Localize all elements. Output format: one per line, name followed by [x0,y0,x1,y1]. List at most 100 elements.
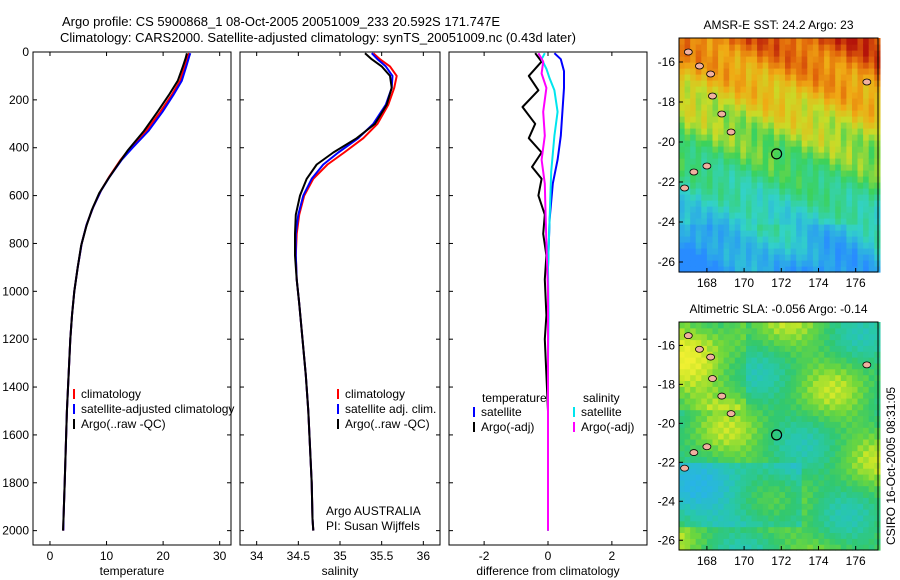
map-cell [874,56,881,63]
map-cell [863,236,870,243]
map-cell [723,438,730,446]
map-cell [812,212,820,219]
map-cell [706,380,714,387]
map-cell [757,212,764,219]
map-cell [768,544,775,551]
map-cell [874,514,881,522]
map-cell [801,176,808,183]
map-cell [807,438,814,446]
map-cell [712,56,719,63]
map-cell [824,409,831,417]
map-cell [840,520,847,528]
map-cell [679,68,686,75]
map-cell [840,327,847,335]
map-cell [690,134,697,141]
x-tick-label: 35 [333,549,347,563]
map-cell [807,68,814,75]
map-cell [751,134,758,141]
map-cell [690,212,697,219]
map-cell [684,110,691,117]
map-cell [757,110,764,117]
map-cell [740,128,747,135]
map-cell [740,403,747,411]
map-cell [818,50,825,57]
map-cell [762,230,769,237]
map-cell [863,266,870,273]
map-cell [701,158,708,165]
map-cell [796,266,803,273]
map-cell [679,514,686,522]
map-cell [729,122,736,129]
map-cell [690,128,697,135]
map-cell [740,415,747,422]
map-cell [779,433,786,440]
map-cell [790,44,797,51]
map-cell [796,176,803,183]
x-tick-label: 0 [545,549,552,563]
x-tick-label: 174 [808,276,828,290]
map-cell [762,438,769,446]
map-cell [684,474,691,481]
map-cell [701,380,708,387]
map-cell [751,80,758,87]
map-cell [729,164,736,171]
map-cell [734,398,741,405]
map-cell [835,327,842,335]
map-cell [874,438,881,446]
map-cell [785,50,792,57]
map-cell [723,218,730,225]
map-cell [812,503,820,510]
map-cell [773,474,781,481]
map-cell [812,56,820,63]
map-cell [818,322,825,329]
map-cell [824,122,831,129]
map-cell [835,351,842,358]
map-cell [846,176,853,183]
map-cell [868,532,875,539]
map-cell [779,170,786,177]
map-cell [846,450,853,457]
map-cell [785,218,792,225]
map-cell [718,56,725,63]
map-cell [684,38,691,45]
map-cell [695,50,702,57]
island-shape [695,62,704,70]
map-cell [785,92,792,99]
x-tick-label: 35.5 [370,549,394,563]
map-cell [701,188,708,195]
map-cell [785,538,792,545]
map-cell [768,224,775,231]
map-cell [701,327,708,335]
map-cell [852,140,859,147]
map-cell [874,351,881,358]
map-cell [790,38,797,45]
map-cell [829,182,836,189]
map-cell [852,254,859,261]
map-cell [723,509,730,516]
map-cell [857,415,864,422]
map-cell [746,438,753,446]
map-cell [734,374,741,381]
map-cell [846,409,853,417]
map-cell [734,146,741,153]
map-cell [734,80,741,87]
plot-frame [32,51,232,546]
salinity-panel: 34 34.5 35 35.5 36salinityclimatologysatelli… [239,51,441,578]
map-cell [740,485,747,493]
map-cell [740,532,747,539]
map-cell [740,56,747,63]
map-cell [779,146,786,153]
map-cell [785,415,792,422]
map-cell [773,188,781,195]
map-cell [812,182,820,189]
map-cell [729,368,736,376]
map-cell [679,128,686,135]
map-cell [852,392,859,399]
map-cell [695,438,702,446]
map-cell [757,194,764,201]
map-cell [751,194,758,201]
map-cell [812,116,820,123]
map-cell [695,409,702,417]
map-cell [740,146,747,153]
map-cell [734,50,741,57]
